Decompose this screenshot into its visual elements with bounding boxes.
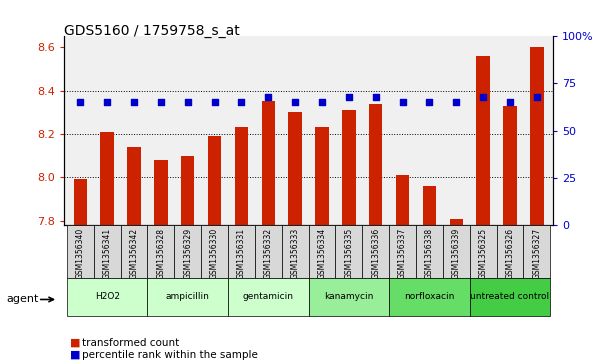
Text: GSM1356332: GSM1356332 [264,228,273,279]
Text: H2O2: H2O2 [95,292,120,301]
Text: GSM1356335: GSM1356335 [345,228,353,279]
Bar [100,132,114,225]
Point [425,99,434,105]
Text: kanamycin: kanamycin [324,292,373,301]
Bar [181,156,194,225]
FancyBboxPatch shape [147,278,228,316]
Text: GSM1356325: GSM1356325 [478,228,488,279]
Bar [530,47,544,225]
Point [75,99,85,105]
Text: untreated control: untreated control [470,292,549,301]
Text: agent: agent [6,294,38,305]
Text: ■: ■ [70,338,81,348]
Bar [423,186,436,225]
FancyBboxPatch shape [67,278,147,316]
FancyBboxPatch shape [309,225,335,278]
FancyBboxPatch shape [443,225,470,278]
FancyBboxPatch shape [389,278,470,316]
Bar [127,147,141,225]
Text: GSM1356340: GSM1356340 [76,228,85,279]
Point [505,99,515,105]
Text: gentamicin: gentamicin [243,292,294,301]
Point [532,94,542,99]
Point [183,99,192,105]
Bar [235,127,248,225]
Text: GSM1356337: GSM1356337 [398,228,407,279]
Bar [396,175,409,225]
FancyBboxPatch shape [228,225,255,278]
FancyBboxPatch shape [416,225,443,278]
Point [371,94,381,99]
Bar [262,101,275,225]
Text: norfloxacin: norfloxacin [404,292,455,301]
Point [129,99,139,105]
Text: GSM1356326: GSM1356326 [505,228,514,279]
Point [290,99,300,105]
FancyBboxPatch shape [147,225,174,278]
Point [236,99,246,105]
Bar [154,160,167,225]
Text: GSM1356336: GSM1356336 [371,228,380,279]
Bar [208,136,221,225]
Text: ampicillin: ampicillin [166,292,210,301]
FancyBboxPatch shape [524,225,551,278]
FancyBboxPatch shape [93,225,120,278]
Text: ■: ■ [70,350,81,360]
Point [452,99,461,105]
FancyBboxPatch shape [228,278,309,316]
Text: GSM1356341: GSM1356341 [103,228,112,279]
FancyBboxPatch shape [362,225,389,278]
Text: percentile rank within the sample: percentile rank within the sample [82,350,258,360]
FancyBboxPatch shape [470,278,551,316]
Point [317,99,327,105]
Point [344,94,354,99]
Text: GSM1356334: GSM1356334 [318,228,326,279]
Text: GSM1356342: GSM1356342 [130,228,139,279]
Point [156,99,166,105]
FancyBboxPatch shape [174,225,201,278]
Text: GSM1356328: GSM1356328 [156,228,166,279]
Bar [369,103,382,225]
FancyBboxPatch shape [470,225,497,278]
FancyBboxPatch shape [497,225,524,278]
Point [102,99,112,105]
FancyBboxPatch shape [309,278,389,316]
Text: GDS5160 / 1759758_s_at: GDS5160 / 1759758_s_at [64,24,240,38]
FancyBboxPatch shape [335,225,362,278]
FancyBboxPatch shape [282,225,309,278]
Bar [315,127,329,225]
Point [398,99,408,105]
Bar [450,219,463,225]
Bar [73,179,87,225]
Point [263,94,273,99]
Point [478,94,488,99]
Bar [342,110,356,225]
FancyBboxPatch shape [255,225,282,278]
Text: GSM1356331: GSM1356331 [237,228,246,279]
Text: transformed count: transformed count [82,338,180,348]
FancyBboxPatch shape [120,225,147,278]
Text: GSM1356333: GSM1356333 [291,228,299,279]
Text: GSM1356339: GSM1356339 [452,228,461,279]
Text: GSM1356338: GSM1356338 [425,228,434,279]
Text: GSM1356330: GSM1356330 [210,228,219,279]
FancyBboxPatch shape [67,225,93,278]
Bar [288,112,302,225]
FancyBboxPatch shape [201,225,228,278]
Text: GSM1356329: GSM1356329 [183,228,192,279]
Text: GSM1356327: GSM1356327 [532,228,541,279]
Bar [477,56,490,225]
Point [210,99,219,105]
Bar [503,106,517,225]
FancyBboxPatch shape [389,225,416,278]
